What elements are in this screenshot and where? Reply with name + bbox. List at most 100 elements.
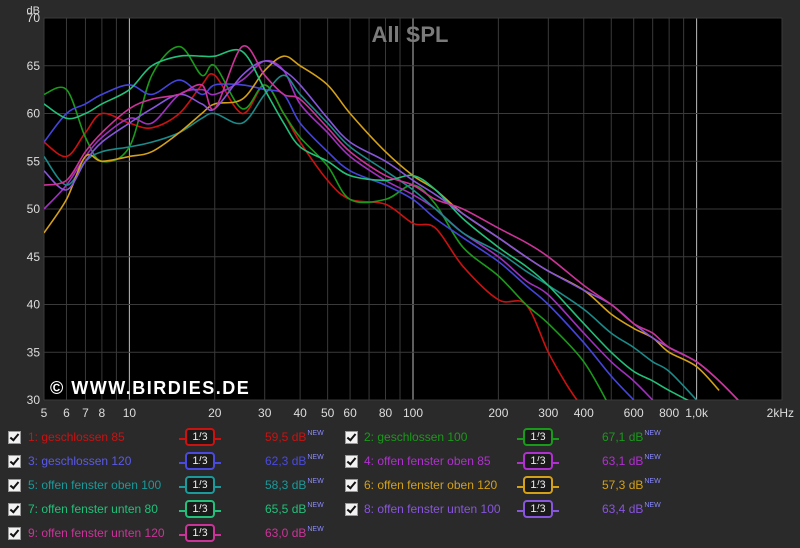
chart-title: All SPL bbox=[371, 22, 448, 47]
new-badge: NEW bbox=[307, 502, 324, 509]
y-tick-label: 65 bbox=[27, 59, 41, 73]
x-tick-label: 1,0k bbox=[685, 406, 709, 420]
y-tick-label: 35 bbox=[27, 345, 41, 359]
smoothing-label: 1/3 bbox=[530, 455, 546, 467]
smoothing-connector bbox=[553, 438, 559, 440]
level-readout: 59,5 dBNEW bbox=[265, 430, 324, 444]
smoothing-button[interactable]: 1/3 bbox=[517, 428, 559, 446]
smoothing-button[interactable]: 1/3 bbox=[517, 476, 559, 494]
smoothing-button[interactable]: 1/3 bbox=[517, 452, 559, 470]
legend-series-label: 2: geschlossen 100 bbox=[364, 430, 468, 444]
new-badge: NEW bbox=[307, 478, 324, 485]
legend-checkbox[interactable] bbox=[345, 503, 358, 516]
smoothing-label: 1/3 bbox=[192, 431, 208, 443]
new-badge: NEW bbox=[644, 478, 661, 485]
smoothing-button[interactable]: 1/3 bbox=[179, 524, 221, 542]
x-tick-label: 800 bbox=[659, 406, 679, 420]
level-value: 62,3 dB bbox=[265, 454, 307, 468]
y-tick-label: 30 bbox=[27, 393, 41, 407]
legend-checkbox[interactable] bbox=[8, 479, 21, 492]
legend-checkbox[interactable] bbox=[8, 455, 21, 468]
smoothing-connector bbox=[215, 534, 221, 536]
x-tick-label: 300 bbox=[538, 406, 558, 420]
smoothing-connector bbox=[553, 462, 559, 464]
legend-checkbox[interactable] bbox=[8, 431, 21, 444]
x-tick-label: 200 bbox=[488, 406, 508, 420]
smoothing-connector bbox=[517, 510, 523, 512]
level-value: 57,3 dB bbox=[602, 478, 644, 492]
level-readout: 65,5 dBNEW bbox=[265, 502, 324, 516]
smoothing-connector bbox=[517, 462, 523, 464]
legend-checkbox[interactable] bbox=[345, 431, 358, 444]
smoothing-button[interactable]: 1/3 bbox=[179, 428, 221, 446]
smoothing-connector bbox=[179, 486, 185, 488]
series-line-3 bbox=[44, 79, 635, 400]
smoothing-connector bbox=[215, 510, 221, 512]
smoothing-label: 1/3 bbox=[192, 455, 208, 467]
x-tick-label: 30 bbox=[258, 406, 272, 420]
x-tick-label: 600 bbox=[624, 406, 644, 420]
smoothing-button[interactable]: 1/3 bbox=[179, 452, 221, 470]
smoothing-connector bbox=[179, 462, 185, 464]
new-badge: NEW bbox=[307, 430, 324, 437]
x-tick-label: 6 bbox=[63, 406, 70, 420]
legend-checkbox[interactable] bbox=[345, 479, 358, 492]
level-value: 58,3 dB bbox=[265, 478, 307, 492]
legend-checkbox[interactable] bbox=[8, 527, 21, 540]
x-tick-label: 20 bbox=[208, 406, 222, 420]
level-value: 63,1 dB bbox=[602, 454, 644, 468]
y-tick-label: 70 bbox=[27, 11, 41, 25]
smoothing-connector bbox=[215, 438, 221, 440]
series-line-1 bbox=[44, 73, 578, 400]
legend-checkbox[interactable] bbox=[345, 455, 358, 468]
x-tick-label: 50 bbox=[321, 406, 335, 420]
smoothing-button[interactable]: 1/3 bbox=[179, 500, 221, 518]
legend-series-label: 4: offen fenster oben 85 bbox=[364, 454, 491, 468]
legend-series-label: 7: offen fenster unten 80 bbox=[28, 502, 158, 516]
x-tick-label: 40 bbox=[293, 406, 307, 420]
smoothing-label: 1/3 bbox=[192, 479, 208, 491]
smoothing-label: 1/3 bbox=[192, 527, 208, 539]
y-tick-label: 45 bbox=[27, 250, 41, 264]
new-badge: NEW bbox=[307, 454, 324, 461]
new-badge: NEW bbox=[644, 430, 661, 437]
x-tick-label: 100 bbox=[403, 406, 423, 420]
smoothing-button[interactable]: 1/3 bbox=[179, 476, 221, 494]
smoothing-button[interactable]: 1/3 bbox=[517, 500, 559, 518]
level-readout: 63,0 dBNEW bbox=[265, 526, 324, 540]
level-readout: 63,1 dBNEW bbox=[602, 454, 661, 468]
legend-series-label: 5: offen fenster oben 100 bbox=[28, 478, 162, 492]
x-tick-label: 5 bbox=[41, 406, 48, 420]
y-tick-label: 40 bbox=[27, 298, 41, 312]
smoothing-connector bbox=[179, 438, 185, 440]
smoothing-connector bbox=[215, 462, 221, 464]
legend-series-label: 9: offen fenster unten 120 bbox=[28, 526, 165, 540]
series-line-9 bbox=[44, 45, 739, 400]
smoothing-label: 1/3 bbox=[530, 503, 546, 515]
y-tick-label: 50 bbox=[27, 202, 41, 216]
level-readout: 62,3 dBNEW bbox=[265, 454, 324, 468]
series-line-4 bbox=[44, 59, 654, 400]
y-tick-label: 60 bbox=[27, 107, 41, 121]
new-badge: NEW bbox=[644, 454, 661, 461]
smoothing-label: 1/3 bbox=[192, 503, 208, 515]
level-readout: 57,3 dBNEW bbox=[602, 478, 661, 492]
smoothing-connector bbox=[215, 486, 221, 488]
smoothing-connector bbox=[553, 510, 559, 512]
series-line-6 bbox=[44, 55, 720, 391]
level-value: 67,1 dB bbox=[602, 430, 644, 444]
spl-chart: 30 35 40 45 50 55 60 65 70 dB 5 6 7 8 10 20 30 40 50 60 80 10… bbox=[27, 5, 794, 420]
smoothing-connector bbox=[517, 438, 523, 440]
x-tick-label: 400 bbox=[574, 406, 594, 420]
legend-checkbox[interactable] bbox=[8, 503, 21, 516]
x-tick-label: 2kHz bbox=[767, 406, 794, 420]
x-tick-label: 8 bbox=[99, 406, 106, 420]
x-tick-label: 60 bbox=[343, 406, 357, 420]
level-value: 65,5 dB bbox=[265, 502, 307, 516]
y-axis-label: dB bbox=[27, 5, 40, 17]
smoothing-connector bbox=[553, 486, 559, 488]
smoothing-connector bbox=[179, 534, 185, 536]
x-tick-label: 80 bbox=[379, 406, 393, 420]
series-line-7 bbox=[44, 48, 690, 400]
level-value: 63,0 dB bbox=[265, 526, 307, 540]
